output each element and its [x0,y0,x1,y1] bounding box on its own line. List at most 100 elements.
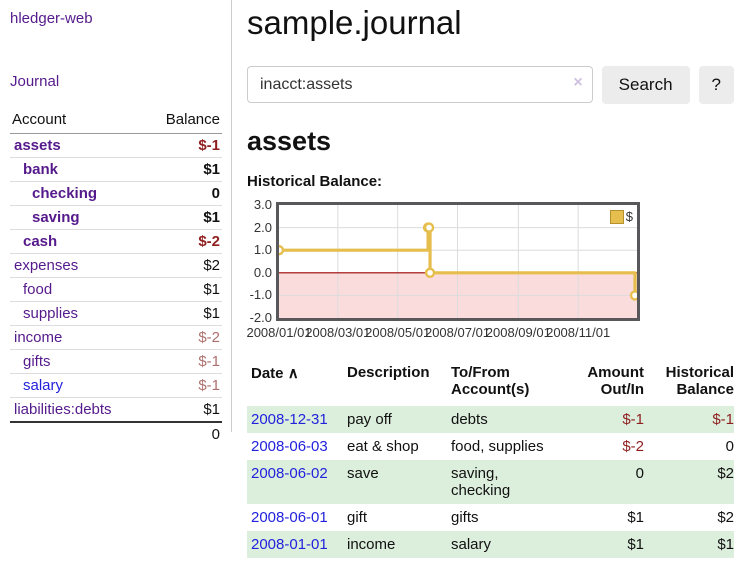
help-button[interactable]: ? [698,66,734,104]
account-balance: $1 [203,401,220,418]
account-name-cell: bank [10,157,146,182]
legend-swatch-icon [609,209,624,224]
register-description: pay off [347,411,392,428]
transaction-date-link[interactable]: 2008-06-02 [251,465,328,482]
register-description: eat & shop [347,438,419,455]
register-balance: $-1 [712,411,734,428]
register-accounts: gifts [451,509,479,526]
account-row: liabilities:debts $1 [10,398,222,423]
register-accounts: debts [451,411,488,428]
app-title: hledger-web [10,10,231,27]
accounts-table-header: Account Balance [10,108,222,134]
app-title-link[interactable]: hledger-web [10,10,93,27]
y-axis-tick-label: 3.0 [253,197,272,212]
register-header-date-label: Date [251,365,284,382]
x-axis-tick-label: 2008/11/01 [546,325,611,340]
register-amount: $1 [627,536,644,553]
transaction-date-link[interactable]: 2008-12-31 [251,411,328,428]
balance-line-chart-svg [279,205,637,318]
register-date-cell: 2008-12-31 [247,406,347,433]
transaction-date-link[interactable]: 2008-06-01 [251,509,328,526]
accounts-header-balance: Balance [145,108,222,134]
register-date-cell: 2008-01-01 [247,531,347,558]
account-row: income $-2 [10,325,222,350]
register-description: gift [347,509,368,526]
register-header-accounts: To/From Account(s) [451,364,530,398]
account-link-expenses[interactable]: expenses [14,257,79,274]
x-axis-tick-label: 2008/05/01 [365,325,431,340]
register-header-description: Description [347,364,430,381]
transaction-date-link[interactable]: 2008-01-01 [251,536,328,553]
chart-plot-area: $ [276,202,640,321]
account-balance: $1 [145,157,222,182]
account-row: saving $1 [10,205,222,230]
account-link-liabilities:debts[interactable]: liabilities:debts [14,401,112,418]
search-form: × Search ? [247,66,734,104]
account-heading: assets [247,126,332,156]
legend-label: $ [625,209,633,224]
account-link-salary[interactable]: salary [23,377,64,394]
account-name-cell: supplies [10,301,146,326]
y-axis-tick-label: -1.0 [249,287,272,303]
account-name-cell: checking [10,181,146,206]
register-table: Date ∧ Description To/From Account(s) Am… [247,362,734,558]
register-description: save [347,465,379,482]
account-link-bank[interactable]: bank [23,161,59,178]
register-header-balance: Historical Balance [665,364,734,398]
account-link-assets[interactable]: assets [14,137,61,154]
register-amount: $-1 [622,411,644,428]
accounts-header-account: Account [10,108,146,134]
y-axis-tick-label: 0.0 [253,264,272,280]
account-name-cell: cash [10,229,146,254]
account-row: assets $-1 [10,133,222,158]
account-name-cell: food [10,277,146,302]
accounts-total-spacer [10,421,146,446]
search-input[interactable] [247,66,593,103]
account-name-cell: salary [10,373,146,398]
register-row: 2008-01-01 income salary $1 $1 [247,531,734,558]
register-amount: 0 [635,465,644,482]
register-balance: $2 [717,465,734,482]
register-accounts: salary [451,536,492,553]
clear-search-icon[interactable]: × [573,74,583,91]
account-link-saving[interactable]: saving [32,209,80,226]
accounts-total-row: 0 [10,421,222,446]
account-name-cell: expenses [10,253,146,278]
account-balance: $1 [145,277,222,302]
register-header-row: Date ∧ Description To/From Account(s) Am… [247,362,734,406]
account-link-checking[interactable]: checking [32,185,98,202]
sidebar: hledger-web Journal Account Balance asse… [0,0,232,446]
account-balance: 0 [145,181,222,206]
x-axis-tick-label: 2008/07/01 [424,325,491,340]
account-name-cell: gifts [10,349,146,374]
account-row: checking 0 [10,181,222,206]
account-link-supplies[interactable]: supplies [23,305,79,322]
sort-ascending-icon: ∧ [287,365,299,382]
search-button[interactable]: Search [601,66,690,104]
account-name-cell: assets [10,133,146,158]
register-header-date[interactable]: Date ∧ [247,362,347,406]
accounts-total-value: 0 [145,421,222,446]
sidebar-item-journal[interactable]: Journal [10,73,60,90]
accounts-table: Account Balance assets $-1 bank $1 checking 0… [10,108,222,446]
x-axis-tick-label: 2008/01/01 [246,325,312,340]
account-balance: $-2 [145,325,222,350]
sidebar-nav: Journal [10,73,231,90]
register-balance: $1 [717,536,734,553]
register-date-cell: 2008-06-01 [247,504,347,531]
register-amount: $1 [627,509,644,526]
account-balance: $1 [145,301,222,326]
account-row: gifts $-1 [10,349,222,374]
register-row: 2008-06-01 gift gifts $1 $2 [247,504,734,531]
transaction-date-link[interactable]: 2008-06-03 [251,438,328,455]
account-link-cash[interactable]: cash [23,233,58,250]
account-link-gifts[interactable]: gifts [23,353,51,370]
x-axis-tick-label: 2008/09/01 [485,325,551,340]
account-link-income[interactable]: income [14,329,63,346]
account-row: supplies $1 [10,301,222,326]
register-balance: $2 [717,509,734,526]
account-link-food[interactable]: food [23,281,53,298]
account-balance: $2 [145,253,222,278]
register-row: 2008-06-03 eat & shop food, supplies $-2 0 [247,433,734,460]
